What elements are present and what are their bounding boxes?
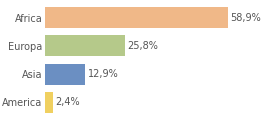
Text: 2,4%: 2,4% xyxy=(55,97,80,107)
Bar xyxy=(45,92,53,113)
Text: 25,8%: 25,8% xyxy=(128,41,158,51)
Bar xyxy=(45,63,85,85)
Bar xyxy=(45,7,228,28)
Bar xyxy=(45,35,125,57)
Text: 12,9%: 12,9% xyxy=(88,69,118,79)
Text: 58,9%: 58,9% xyxy=(230,13,261,23)
